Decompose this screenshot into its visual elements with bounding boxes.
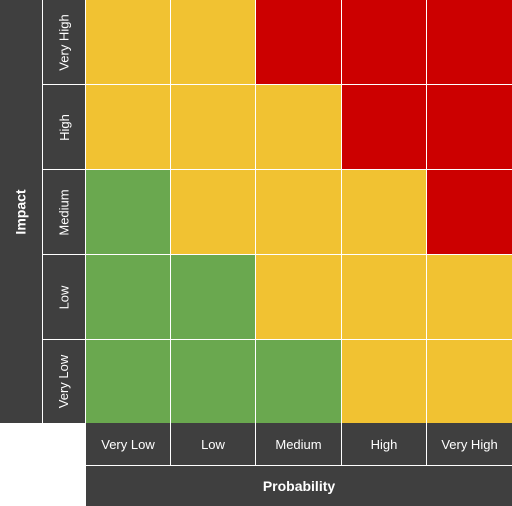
probability-axis-title: Probability xyxy=(86,466,512,506)
risk-cell-very-low-impact-very-low-probability xyxy=(86,340,170,423)
risk-cell-very-low-impact-high-probability xyxy=(342,340,426,423)
probability-label-high: High xyxy=(342,423,426,465)
impact-label-text: Medium xyxy=(56,188,72,236)
risk-cell-medium-impact-high-probability xyxy=(342,170,426,254)
impact-label-very-high: Very High xyxy=(43,0,85,84)
probability-label-very-high: Very High xyxy=(427,423,512,465)
risk-cell-low-impact-high-probability xyxy=(342,255,426,339)
risk-cell-very-high-impact-medium-probability xyxy=(256,0,341,84)
probability-label-very-low: Very Low xyxy=(86,423,170,465)
impact-label-very-low: Very Low xyxy=(43,340,85,423)
impact-axis-title: Impact xyxy=(0,0,42,423)
risk-cell-high-impact-medium-probability xyxy=(256,85,341,169)
risk-cell-high-impact-very-low-probability xyxy=(86,85,170,169)
probability-label-medium: Medium xyxy=(256,423,341,465)
risk-cell-low-impact-low-probability xyxy=(171,255,255,339)
probability-label-low: Low xyxy=(171,423,255,465)
risk-cell-very-low-impact-low-probability xyxy=(171,340,255,423)
impact-label-high: High xyxy=(43,85,85,169)
risk-cell-very-low-impact-very-high-probability xyxy=(427,340,512,423)
risk-cell-low-impact-very-low-probability xyxy=(86,255,170,339)
risk-cell-low-impact-very-high-probability xyxy=(427,255,512,339)
impact-label-text: Very Low xyxy=(56,354,72,409)
risk-cell-high-impact-very-high-probability xyxy=(427,85,512,169)
impact-label-medium: Medium xyxy=(43,170,85,254)
risk-cell-medium-impact-low-probability xyxy=(171,170,255,254)
impact-label-low: Low xyxy=(43,255,85,339)
risk-cell-very-low-impact-medium-probability xyxy=(256,340,341,423)
risk-cell-very-high-impact-very-low-probability xyxy=(86,0,170,84)
risk-cell-high-impact-high-probability xyxy=(342,85,426,169)
impact-label-text: High xyxy=(56,113,72,141)
risk-cell-very-high-impact-very-high-probability xyxy=(427,0,512,84)
risk-cell-medium-impact-medium-probability xyxy=(256,170,341,254)
impact-axis-title-text: Impact xyxy=(13,188,29,235)
impact-label-text: Very High xyxy=(56,13,72,71)
risk-cell-low-impact-medium-probability xyxy=(256,255,341,339)
risk-cell-medium-impact-very-high-probability xyxy=(427,170,512,254)
risk-cell-very-high-impact-high-probability xyxy=(342,0,426,84)
risk-cell-high-impact-low-probability xyxy=(171,85,255,169)
risk-cell-very-high-impact-low-probability xyxy=(171,0,255,84)
impact-label-text: Low xyxy=(56,285,72,309)
risk-cell-medium-impact-very-low-probability xyxy=(86,170,170,254)
